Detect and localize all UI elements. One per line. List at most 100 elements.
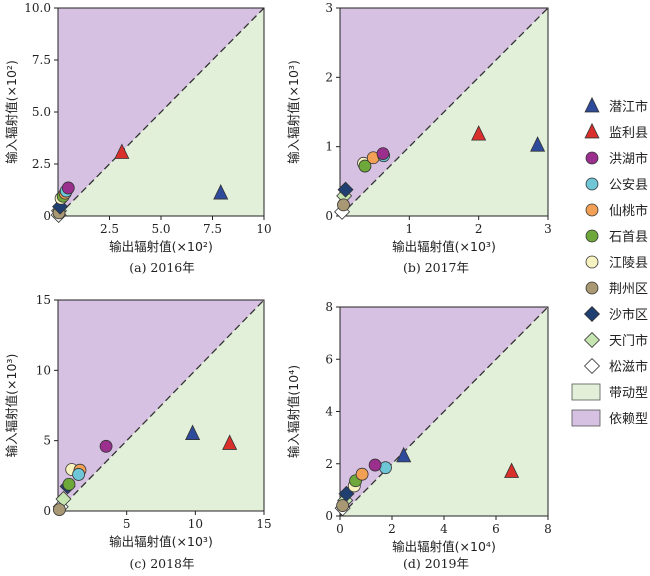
legend-item: 荆州区 (585, 281, 648, 297)
y-tick-label: 6 (325, 352, 333, 366)
x-tick-label: 10 (256, 222, 271, 236)
legend-marker (585, 255, 599, 269)
legend-label: 潜江市 (609, 99, 648, 115)
data-point (471, 125, 487, 141)
diagonal-line (57, 7, 265, 217)
legend-marker (585, 281, 599, 295)
legend-item: 潜江市 (584, 96, 648, 115)
legend-label: 松滋市 (609, 359, 648, 375)
panel-caption: (d) 2019年 (403, 556, 469, 571)
legend-swatch (571, 383, 601, 401)
data-point (337, 198, 350, 212)
x-axis-label: 输出辐射值(×10³) (109, 534, 213, 549)
data-point (358, 159, 372, 173)
x-tick-label: 8 (544, 522, 552, 536)
panel-caption: (c) 2018年 (129, 556, 194, 571)
legend-label: 石首县 (609, 230, 648, 245)
legend-marker (583, 331, 601, 349)
x-tick-label: 15 (256, 517, 271, 531)
legend-marker (583, 305, 601, 323)
data-point (336, 499, 350, 512)
legend-region-item: 带动型 (571, 383, 648, 401)
legend-label: 江陵县 (609, 256, 648, 271)
data-point (396, 446, 412, 463)
data-point (52, 503, 66, 516)
x-tick-label: 2.5 (100, 222, 119, 236)
x-tick-label: 6 (492, 522, 500, 536)
legend-marker (584, 122, 600, 139)
x-tick-label: 4 (440, 522, 448, 536)
y-axis-label: 输入辐射值(×10³) (4, 354, 19, 458)
plot-frame (339, 7, 549, 217)
y-tick-label: 0 (43, 209, 51, 223)
y-tick-label: 0 (325, 209, 333, 223)
y-axis-label: 输入辐射值(×10³) (286, 60, 301, 164)
panel-caption: (a) 2016年 (129, 260, 195, 275)
data-point (213, 184, 229, 200)
y-tick-label: 4 (325, 405, 333, 419)
legend-label: 仙桃市 (609, 203, 648, 219)
legend-region-item: 依赖型 (571, 409, 648, 427)
y-tick-label: 2 (325, 457, 333, 471)
data-point (61, 181, 75, 195)
y-tick-label: 5.0 (32, 105, 51, 119)
y-tick-label: 2.5 (32, 157, 51, 171)
y-tick-label: 15 (36, 293, 51, 307)
x-tick-label: 5 (123, 517, 131, 531)
legend-item: 沙市区 (583, 305, 648, 323)
legend-label: 天门市 (609, 333, 648, 349)
legend-marker (585, 151, 599, 165)
data-point (99, 439, 113, 453)
data-point (62, 477, 76, 491)
legend-item: 江陵县 (585, 255, 648, 271)
legend-label: 洪湖市 (609, 151, 648, 167)
y-tick-label: 5 (43, 434, 51, 448)
legend-marker (584, 96, 600, 113)
y-tick-label: 7.5 (32, 53, 51, 67)
x-tick-label: 1 (406, 222, 414, 236)
data-point (355, 467, 369, 481)
panels: 2.5 5.0 7.5 1002.55.07.510.0输出辐射值(×10²)输入辐射… (4, 1, 552, 571)
x-axis-label: 输出辐射值(×10³) (392, 239, 496, 254)
y-tick-label: 10.0 (24, 1, 51, 15)
y-axis-label: 输入辐射值(×10²) (4, 60, 19, 164)
legend-item: 石首县 (585, 229, 648, 245)
x-axis-label: 输出辐射值(×10⁴) (392, 539, 496, 554)
legend-marker (585, 203, 599, 217)
legend-marker (585, 229, 599, 243)
legend-swatch (571, 409, 601, 427)
panel-caption: (b) 2017年 (403, 260, 469, 275)
x-tick-label: 10 (188, 517, 203, 531)
legend-item: 天门市 (583, 331, 648, 349)
legend-label: 公安县 (609, 178, 648, 193)
x-axis-label: 输出辐射值(×10²) (109, 239, 213, 254)
y-tick-label: 1 (325, 140, 333, 154)
legend-item: 监利县 (584, 122, 648, 141)
panel-2: 1 2 3 0 1 2 3 输出辐射值(×10³) 输入辐射值(×10³) (b) 2017年 (286, 1, 552, 275)
diagonal-line (339, 7, 549, 217)
legend-item: 仙桃市 (585, 203, 648, 219)
plot-frame (57, 299, 265, 512)
legend-label: 依赖型 (609, 412, 648, 427)
legend-marker (583, 357, 601, 375)
data-point (222, 434, 238, 450)
legend-label: 监利县 (609, 126, 648, 141)
x-tick-label: 5.0 (151, 222, 170, 236)
y-tick-label: 0 (43, 504, 51, 518)
legend-item: 松滋市 (583, 357, 648, 375)
x-tick-label: 7.5 (203, 222, 222, 236)
legend-item: 公安县 (585, 177, 648, 193)
data-point (368, 458, 382, 472)
legend-label: 沙市区 (609, 307, 648, 323)
data-point (376, 147, 390, 161)
panel-4: 0 2 4 6 8 0 2 4 6 8 输出辐射值(×10⁴) 输入辐射值(10⁴) (d) 2019年 (286, 300, 552, 571)
panel-3: 5 10 15 0 5 10 15 输出辐射值(×10³) 输入辐射值(×10³) (c) 201… (4, 293, 272, 571)
data-point (185, 424, 201, 440)
x-tick-label: 0 (336, 522, 344, 536)
legend-marker (585, 177, 599, 191)
data-point (530, 136, 546, 152)
x-tick-label: 3 (544, 222, 552, 236)
legend-label: 带动型 (609, 386, 648, 401)
